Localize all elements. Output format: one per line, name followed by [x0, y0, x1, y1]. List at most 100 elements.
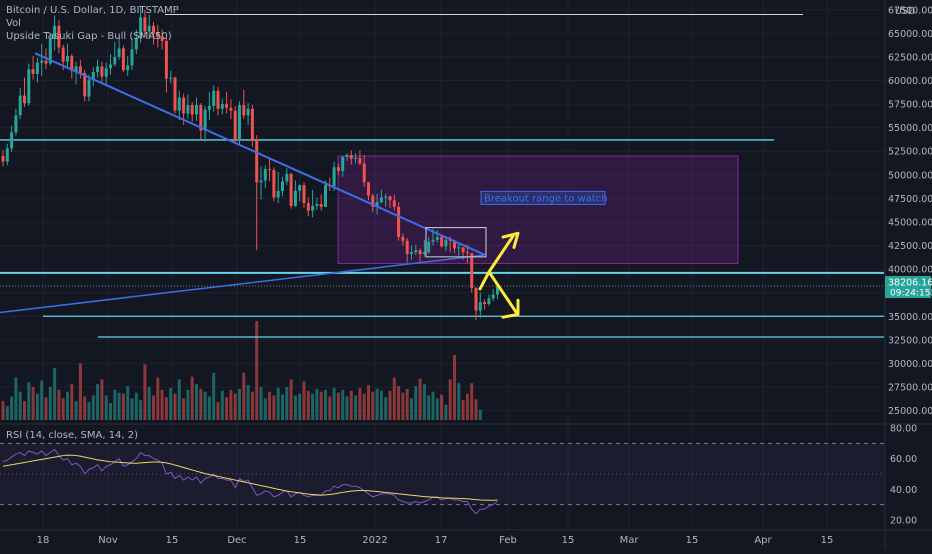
price-tick-label: 42500.00 — [888, 241, 932, 252]
volume-bar — [431, 391, 435, 420]
rsi-sma-line — [2, 454, 498, 501]
volume-bar — [315, 388, 319, 420]
volume-bar — [302, 381, 306, 420]
volume-bar — [332, 387, 336, 420]
candle — [345, 155, 349, 157]
candle — [5, 148, 9, 162]
candle — [220, 104, 224, 109]
candle — [289, 173, 293, 206]
candle — [18, 95, 22, 116]
chart-legend: Bitcoin / U.S. Dollar, 1D, BITSTAMP Vol … — [6, 4, 179, 43]
rsi-legend[interactable]: RSI (14, close, SMA, 14, 2) — [6, 430, 139, 441]
volume-bar — [440, 394, 444, 420]
volume-legend[interactable]: Vol — [6, 18, 21, 29]
volume-bar — [410, 398, 413, 420]
volume-bar — [233, 393, 237, 420]
volume-bar — [345, 396, 349, 420]
volume-bar — [367, 385, 370, 420]
candle — [14, 115, 18, 133]
volume-bar — [66, 391, 69, 420]
candle — [457, 247, 461, 249]
candle — [91, 72, 95, 80]
candle — [332, 167, 336, 187]
price-tick-label: 57500.00 — [888, 100, 932, 111]
candle — [182, 97, 186, 114]
volume-bar — [422, 384, 426, 420]
candle — [203, 109, 207, 131]
volume-bar — [14, 377, 18, 420]
volume-bar — [182, 398, 186, 420]
indicator-legend[interactable]: Upside Tasuki Gap - Bull (SMA50) — [6, 31, 172, 42]
candle — [1, 155, 5, 162]
date-tick-label: Apr — [754, 535, 772, 546]
volume-bar — [70, 384, 74, 420]
price-tick-label: 62500.00 — [888, 52, 932, 63]
last-price-tag — [885, 276, 931, 299]
candle — [341, 156, 345, 172]
candle — [414, 250, 418, 253]
volume-bar — [160, 389, 164, 420]
currency-label: USD — [895, 6, 915, 17]
volume-bar — [190, 376, 194, 420]
candle — [250, 108, 254, 140]
volume-bar — [470, 383, 474, 420]
volume-bar — [134, 392, 138, 420]
date-tick-label: 17 — [435, 535, 448, 546]
up-arrowhead — [501, 231, 520, 249]
volume-bar — [229, 389, 233, 420]
volume-bar — [272, 395, 276, 420]
volume-bar — [281, 394, 284, 420]
volume-bar — [392, 377, 396, 420]
date-tick-label: 2022 — [362, 535, 387, 546]
candle — [130, 49, 134, 66]
volume-bar — [186, 389, 190, 420]
candle — [315, 204, 319, 206]
volume-bar — [453, 354, 456, 420]
symbol-title[interactable]: Bitcoin / U.S. Dollar, 1D, BITSTAMP — [6, 5, 179, 16]
candle — [126, 65, 130, 71]
candle — [422, 252, 426, 255]
candle — [427, 241, 431, 253]
candle — [465, 252, 469, 254]
date-tick-label: Mar — [620, 535, 640, 546]
rsi-tick-label: 60.00 — [890, 454, 917, 465]
volume-bar — [203, 391, 207, 420]
volume-bar — [143, 364, 147, 420]
candle — [225, 104, 229, 108]
volume-bar — [23, 401, 26, 420]
candle — [57, 25, 61, 48]
candle — [207, 105, 211, 110]
volume-bar — [87, 402, 91, 420]
rsi-tick-label: 20.00 — [890, 515, 917, 526]
volume-bar — [147, 386, 151, 420]
candle — [104, 68, 108, 77]
volume-bar — [435, 398, 439, 420]
volume-bar — [173, 393, 177, 420]
candle — [276, 190, 280, 198]
descending-trendline — [34, 52, 486, 256]
price-tick-label: 67500.00 — [888, 5, 932, 16]
candle — [48, 39, 52, 64]
candle — [410, 252, 413, 255]
volume-bar — [177, 379, 181, 420]
candle — [375, 202, 379, 207]
candle — [367, 182, 370, 196]
candle — [87, 79, 91, 97]
date-tick-label: 18 — [37, 535, 50, 546]
volume-bar — [113, 389, 117, 420]
volume-bar — [10, 396, 14, 420]
candle — [255, 139, 259, 183]
date-tick-label: 15 — [562, 535, 575, 546]
rsi-line — [2, 448, 498, 515]
volume-bar — [298, 393, 302, 420]
candle — [379, 197, 383, 203]
last-price-value: 38206.16 — [888, 278, 932, 289]
volume-bars — [1, 320, 482, 420]
candle — [388, 196, 392, 201]
candle — [113, 56, 117, 65]
candle — [160, 37, 164, 41]
volume-bar — [117, 392, 121, 420]
volume-bar — [268, 391, 272, 420]
candle — [293, 190, 297, 206]
